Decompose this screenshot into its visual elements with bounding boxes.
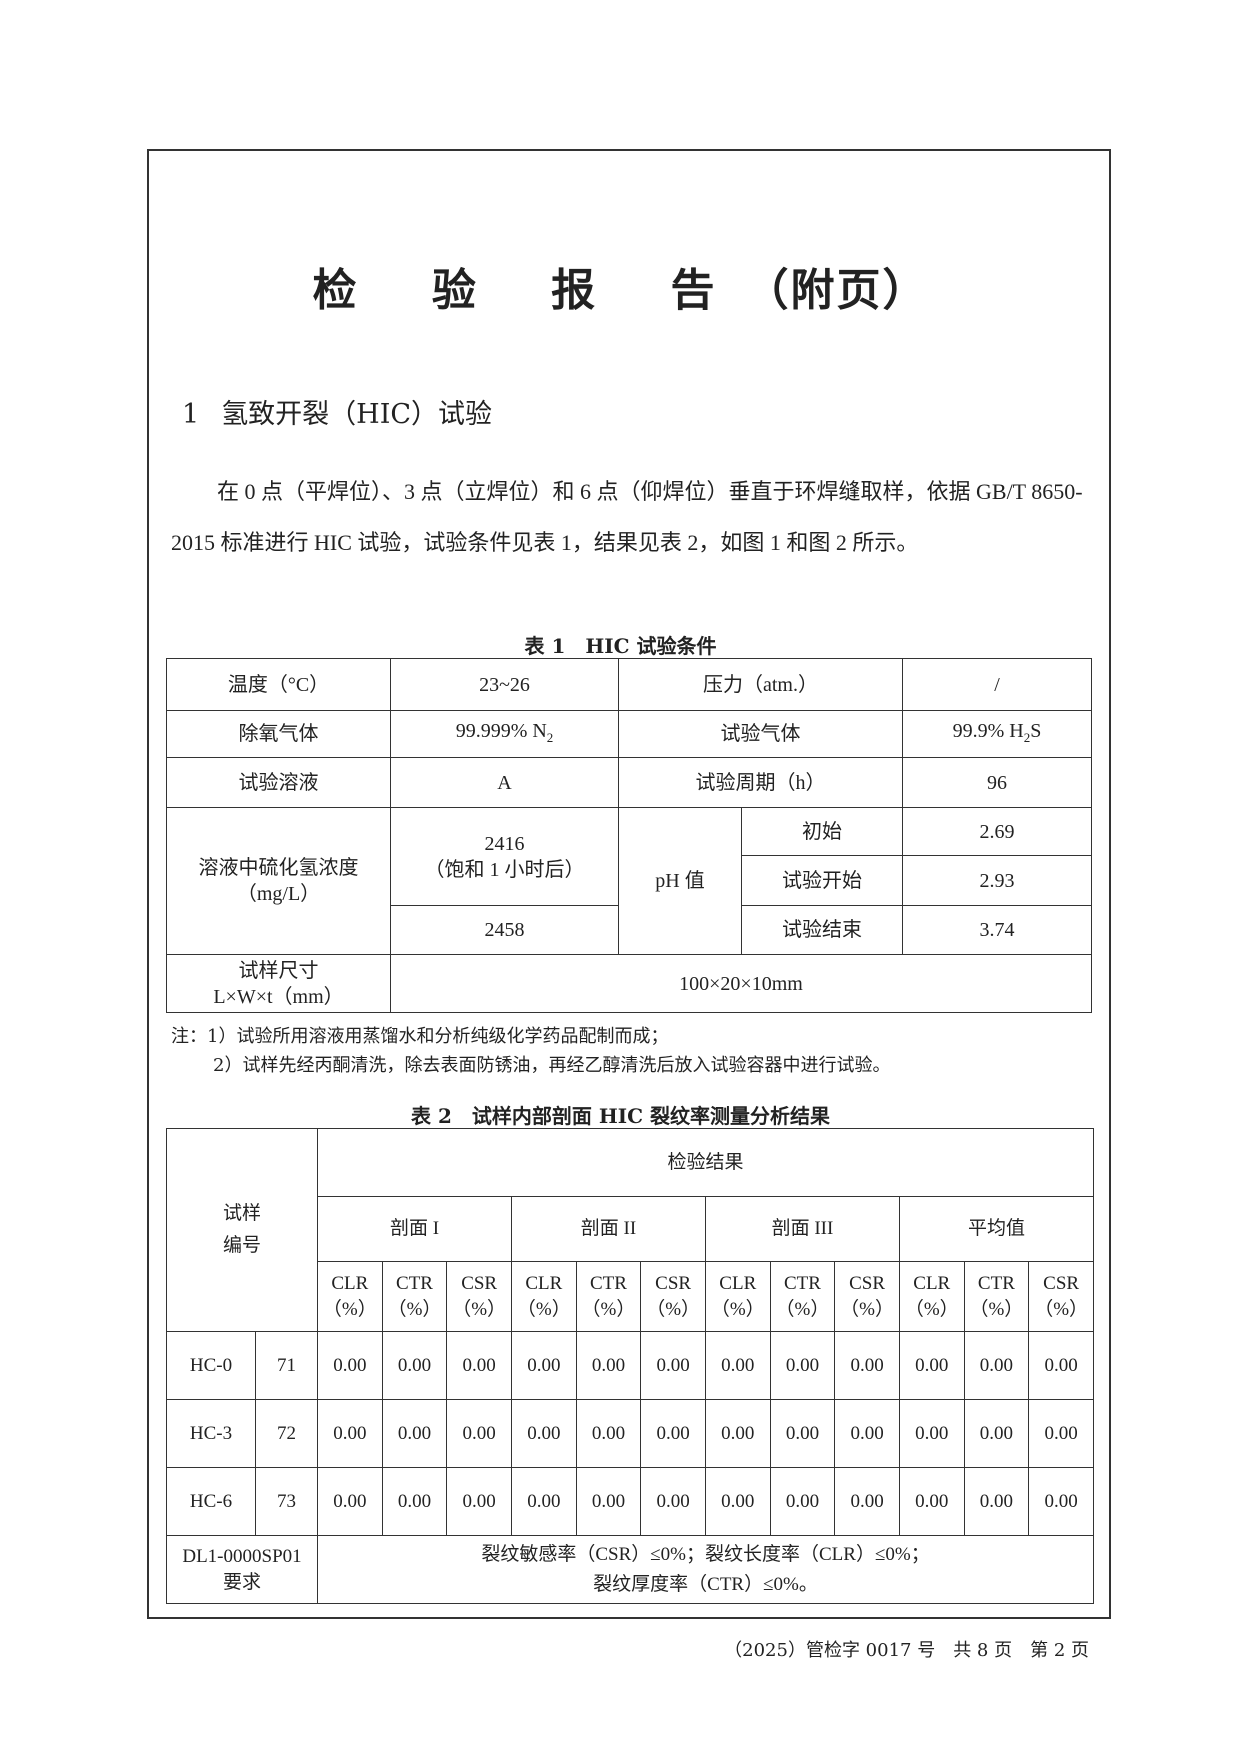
value-cell: 0.00 (510, 1331, 577, 1400)
value-cell: 0.00 (381, 1331, 448, 1400)
value-cell: 0.00 (1028, 1399, 1095, 1468)
cell: pH 值 (618, 807, 742, 955)
metric-header: CLR （%） (510, 1261, 577, 1332)
cell: 试验气体 (618, 710, 903, 758)
cell: 2416 （饱和 1 小时后） (390, 807, 619, 906)
table-row: HC-6 73 0.00 0.00 0.00 0.00 0.00 0.00 0.00 0.00 0.… (166, 1467, 1095, 1536)
table1-notes: 注：1）试验所用溶液用蒸馏水和分析纯级化学药品配制而成； 2）试样先经丙酮清洗，除… (171, 1026, 891, 1076)
section-heading: 1 氢致开裂（HIC）试验 (182, 399, 493, 430)
cell: 压力（atm.） (618, 658, 903, 711)
sample-no: 72 (254, 1399, 319, 1468)
metric-header: CTR （%） (575, 1261, 642, 1332)
value-cell: 0.00 (834, 1331, 900, 1400)
metric-header: CLR （%） (898, 1261, 965, 1332)
hic-results-table: 试样编号 检验结果 剖面 I 剖面 II 剖面 III 平均值 CLR （%） CTR （%）… (165, 1128, 1095, 1604)
sample-id: HC-3 (166, 1399, 256, 1468)
page-border (147, 149, 1111, 1619)
sample-id: HC-6 (166, 1467, 256, 1536)
cell: 试样编号 (165, 1128, 319, 1332)
value-cell: 0.00 (1028, 1331, 1095, 1400)
table1-caption: 表 1 HIC 试验条件 (524, 634, 717, 658)
test-conditions-table: 温度（°C） 23~26 压力（atm.） / 除氧气体 99.999% N2 试验气体 9… (166, 658, 1092, 1013)
value-cell: 0.00 (640, 1331, 706, 1400)
cell: 试样尺寸 L×W×t（mm） (166, 954, 391, 1013)
group-header: 平均值 (898, 1196, 1095, 1262)
page-footer: （2025）管检字 0017 号 共 8 页 第 2 页 (724, 1640, 1089, 1661)
cell: 除氧气体 (166, 710, 391, 758)
intro-paragraph: 在 0 点（平焊位）、3 点（立焊位）和 6 点（仰焊位）垂直于环焊缝取样，依据… (171, 479, 1083, 555)
metric-header: CTR （%） (381, 1261, 448, 1332)
value-cell: 0.00 (963, 1399, 1030, 1468)
value-cell: 0.00 (575, 1467, 642, 1536)
value-cell: 0.00 (575, 1331, 642, 1400)
cell: 3.74 (902, 905, 1092, 955)
value-cell: 0.00 (769, 1399, 836, 1468)
value-cell: 0.00 (510, 1467, 577, 1536)
value-cell: 0.00 (446, 1331, 512, 1400)
cell: 2.93 (902, 855, 1092, 906)
cell: 100×20×10mm (390, 954, 1092, 1013)
value-cell: 0.00 (704, 1331, 771, 1400)
metric-header: CLR （%） (317, 1261, 383, 1332)
cell: 初始 (741, 807, 903, 856)
cell: 99.999% N2 (390, 710, 619, 758)
cell: 溶液中硫化氢浓度 （mg/L） (166, 807, 391, 955)
value-cell: 0.00 (640, 1467, 706, 1536)
value-cell: 0.00 (381, 1467, 448, 1536)
cell: 试验溶液 (166, 757, 391, 808)
value-cell: 0.00 (317, 1399, 383, 1468)
value-cell: 0.00 (317, 1331, 383, 1400)
value-cell: 0.00 (640, 1399, 706, 1468)
value-cell: 0.00 (1028, 1467, 1095, 1536)
value-cell: 0.00 (769, 1467, 836, 1536)
value-cell: 0.00 (575, 1399, 642, 1468)
value-cell: 0.00 (704, 1399, 771, 1468)
cell: 23~26 (390, 658, 619, 711)
value-cell: 0.00 (963, 1331, 1030, 1400)
sample-no: 71 (254, 1331, 319, 1400)
cell: A (390, 757, 619, 808)
group-header: 剖面 III (704, 1196, 900, 1262)
group-header: 剖面 II (510, 1196, 706, 1262)
cell: 试验结束 (741, 905, 903, 955)
value-cell: 0.00 (381, 1399, 448, 1468)
table2-caption: 表 2 试样内部剖面 HIC 裂纹率测量分析结果 (411, 1104, 830, 1128)
cell: 裂纹敏感率（CSR）≤0%；裂纹长度率（CLR）≤0%； 裂纹厚度率（CTR）≤0… (317, 1535, 1095, 1604)
cell: 2.69 (902, 807, 1092, 856)
cell: 99.9% H2S (902, 710, 1092, 758)
cell: 试验周期（h） (618, 757, 903, 808)
metric-header: CTR （%） (769, 1261, 836, 1332)
metric-header: CSR （%） (834, 1261, 900, 1332)
value-cell: 0.00 (317, 1467, 383, 1536)
value-cell: 0.00 (898, 1467, 965, 1536)
metric-header: CSR （%） (1028, 1261, 1095, 1332)
table-row: HC-3 72 0.00 0.00 0.00 0.00 0.00 0.00 0.00 0.00 0.… (166, 1399, 1095, 1468)
cell: / (902, 658, 1092, 711)
value-cell: 0.00 (834, 1399, 900, 1468)
cell: 96 (902, 757, 1092, 808)
value-cell: 0.00 (704, 1467, 771, 1536)
metric-header: CLR （%） (704, 1261, 771, 1332)
cell: DL1-0000SP01 要求 (165, 1535, 319, 1604)
cell: 试验开始 (741, 855, 903, 906)
value-cell: 0.00 (834, 1467, 900, 1536)
report-title: 检 验 报 告（附页） (312, 265, 929, 316)
cell: 温度（°C） (166, 658, 391, 711)
sample-no: 73 (254, 1467, 319, 1536)
value-cell: 0.00 (510, 1399, 577, 1468)
value-cell: 0.00 (898, 1331, 965, 1400)
value-cell: 0.00 (769, 1331, 836, 1400)
value-cell: 0.00 (898, 1399, 965, 1468)
metric-header: CTR （%） (963, 1261, 1030, 1332)
table-row: HC-0 71 0.00 0.00 0.00 0.00 0.00 0.00 0.00 0.00 0.… (166, 1331, 1095, 1400)
cell: 检验结果 (317, 1128, 1095, 1197)
cell: 2458 (390, 905, 619, 955)
value-cell: 0.00 (446, 1467, 512, 1536)
group-header: 剖面 I (317, 1196, 512, 1262)
metric-header: CSR （%） (446, 1261, 512, 1332)
value-cell: 0.00 (963, 1467, 1030, 1536)
metric-header: CSR （%） (640, 1261, 706, 1332)
sample-id: HC-0 (166, 1331, 256, 1400)
value-cell: 0.00 (446, 1399, 512, 1468)
